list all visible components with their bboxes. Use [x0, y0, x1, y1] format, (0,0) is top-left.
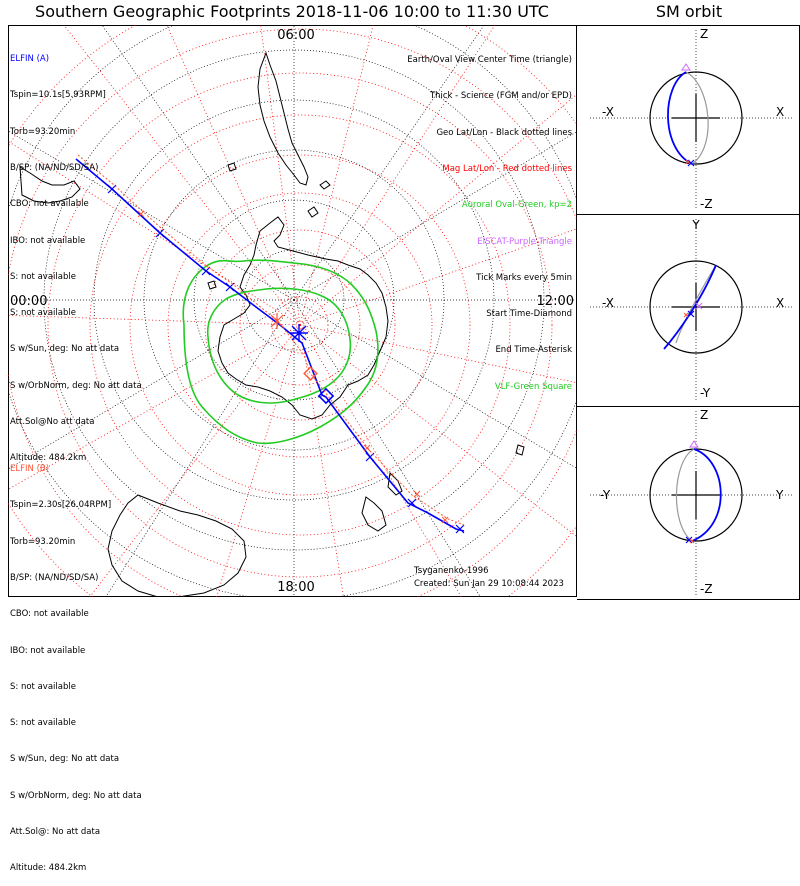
- sm-panel-xy-top-label: Y: [691, 218, 700, 232]
- elfin-b-line: S: not available: [10, 681, 76, 692]
- legend-item: VLF-Green Square: [494, 381, 572, 392]
- sm-panel-yz-left-label: -Y: [600, 488, 611, 502]
- sm-orbit-title: SM orbit: [655, 2, 723, 21]
- sm-panel-yz: Z -Z -Y Y: [590, 408, 792, 596]
- elfin-b-line: Tspin=2.30s[26.04RPM]: [10, 500, 112, 511]
- sm-panel-xy: Y -Y -X X: [590, 218, 792, 401]
- sm-panel-xz-right-label: X: [776, 105, 784, 119]
- elfin-a-line: CBO: not available: [10, 199, 89, 210]
- elfin-a-line: S: not available: [10, 271, 76, 282]
- elfin-a-line: S w/OrbNorm, deg: No att data: [10, 380, 142, 391]
- legend-item: Geo Lat/Lon - Black dotted lines: [436, 127, 572, 138]
- legend-item: Mag Lat/Lon - Red dotted lines: [442, 164, 572, 175]
- created-timestamp: Created: Sun Jan 29 10:08:44 2023: [414, 579, 564, 589]
- legend-item: Thick - Science (FGM and/or EPD): [429, 91, 572, 102]
- footprint-map: 06:00 00:00 12:00 18:00: [8, 25, 577, 597]
- elfin-b-start-diamond: [303, 366, 318, 381]
- elfin-a-line: Altitude: 484.2km: [10, 453, 87, 464]
- sm-panel-xy-left-label: -X: [602, 296, 614, 310]
- sm-panel-xz-top-label: Z: [700, 27, 708, 41]
- elfin-a-name: ELFIN (A): [10, 54, 50, 65]
- time-label-left: 00:00: [10, 294, 47, 309]
- sm-panel-yz-top-label: Z: [700, 408, 708, 422]
- auroral-oval-outer: [182, 259, 379, 445]
- map-legend: Earth/Oval View Center Time (triangle) T…: [407, 30, 572, 405]
- elfin-b-line: S w/Sun, deg: No att data: [10, 754, 120, 765]
- elfin-b-line: S w/OrbNorm, deg: No att data: [10, 790, 142, 801]
- elfin-a-track: [75, 158, 465, 534]
- sm-panel-xz-bottom-label: -Z: [700, 197, 713, 211]
- sm-panel-yz-right-label: Y: [775, 488, 784, 502]
- auroral-oval-inner: [206, 287, 352, 404]
- model-credit: Tsyganenko-1996: [414, 566, 489, 576]
- plot-title: Southern Geographic Footprints 2018-11-0…: [35, 2, 549, 21]
- sm-panel-xy-bottom-label: -Y: [700, 386, 711, 400]
- legend-item: End Time-Asterisk: [495, 345, 572, 356]
- sm-panel-yz-bottom-label: -Z: [700, 582, 713, 596]
- legend-item: EISCAT-Purple Triangle: [477, 236, 572, 247]
- elfin-b-line: S: not available: [10, 718, 76, 729]
- elfin-b-info: ELFIN (B) Tspin=2.30s[26.04RPM] Torb=93.…: [10, 439, 142, 886]
- elfin-b-line: B/SP: (NA/ND/SD/SA): [10, 573, 99, 584]
- sm-divider: [577, 406, 800, 407]
- elfin-b-line: IBO: not available: [10, 645, 86, 656]
- coastlines: [19, 51, 525, 597]
- elfin-a-line: IBO: not available: [10, 235, 86, 246]
- australia-coast: [107, 494, 247, 597]
- elfin-a-line: Att.Sol@No att data: [10, 417, 95, 427]
- elfin-a-line: S w/Sun, deg: No att data: [10, 344, 120, 355]
- elfin-b-line: Torb=93.20min: [10, 536, 76, 547]
- sm-panel-xy-right-label: X: [776, 296, 784, 310]
- time-label-top: 06:00: [277, 28, 314, 43]
- time-label-right: 12:00: [537, 294, 574, 309]
- legend-item: Start Time-Diamond: [486, 309, 572, 320]
- mag-latitude-circles: [8, 25, 577, 597]
- geo-longitude-lines: [8, 25, 577, 597]
- elfin-b-name: ELFIN (B): [10, 464, 50, 475]
- elfin-b-line: Att.Sol@: No att data: [10, 827, 101, 837]
- elfin-a-info: ELFIN (A) Tspin=10.1s[5.93RPM] Torb=93.2…: [10, 29, 142, 476]
- elfin-a-end-asterisk: [290, 324, 308, 342]
- new-zealand-coast: [361, 496, 387, 532]
- sm-panel-xz-left-label: -X: [602, 105, 614, 119]
- south-america-coast: [257, 51, 309, 186]
- elfin-a-line: S: not available: [10, 308, 76, 319]
- elfin-b-tick-marks: [137, 210, 449, 524]
- elfin-b-end-asterisk: [270, 313, 284, 329]
- elfin-b-line: Altitude: 484.2km: [10, 863, 87, 874]
- map-frame: [8, 25, 577, 597]
- elfin-b-track: [77, 154, 465, 526]
- time-label-bottom: 18:00: [277, 580, 314, 595]
- sm-divider: [577, 214, 800, 215]
- legend-item: Tick Marks every 5min: [476, 272, 572, 283]
- sm-panel-xz: Z -Z -X X: [590, 27, 792, 211]
- legend-item: Auroral Oval-Green, kp=2: [461, 200, 572, 211]
- legend-item: Earth/Oval View Center Time (triangle): [407, 55, 572, 66]
- elfin-a-start-diamond: [317, 387, 335, 405]
- elfin-a-line: Torb=93.20min: [10, 126, 76, 137]
- africa-coast: [19, 166, 81, 204]
- elfin-a-line: Tspin=10.1s[5.93RPM]: [10, 90, 106, 101]
- elfin-a-line: B/SP: (NA/ND/SD/SA): [10, 163, 99, 174]
- antarctica-coast: [217, 216, 389, 420]
- elfin-b-line: CBO: not available: [10, 609, 89, 620]
- elfin-a-tick-marks: [107, 184, 465, 534]
